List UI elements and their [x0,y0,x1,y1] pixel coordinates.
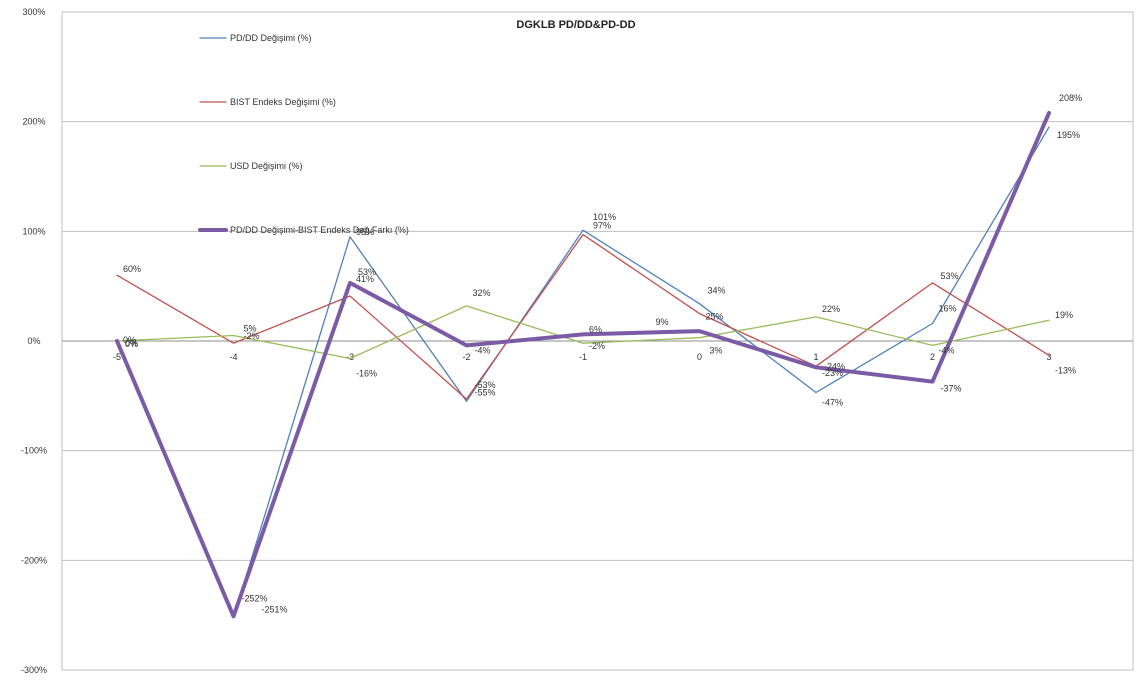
legend-layer: PD/DD Değişimi (%) BIST Endeks Değişimi (… [198,33,409,235]
data-label: -24% [824,361,845,371]
data-label: 5% [244,324,257,334]
data-label: -4% [475,345,491,355]
data-label-layer: 0%-252%95%-55%101%34%-47%16%195%60%-2%41… [123,93,1082,614]
data-label: -4% [939,345,955,355]
data-label: 208% [1059,93,1082,103]
data-label: 53% [941,271,959,281]
data-label: -2% [244,331,260,341]
data-label: 53% [358,267,376,277]
data-label: 22% [822,304,840,314]
axis-layer: 300%200%100%0%-100%-200%-300%-5 -4 -3 -2 -1 0… [21,7,1052,675]
data-label: 6% [589,324,602,334]
data-label: 16% [939,303,957,313]
y-tick-label: 100% [22,226,45,236]
data-label: 0% [125,339,138,349]
y-tick-label: -100% [21,446,47,456]
data-label: 34% [708,286,726,296]
x-tick-label: -1 [579,352,587,362]
series-line-3 [116,305,1050,360]
x-tick-label: -2 [462,352,470,362]
data-label: 25% [706,312,724,322]
data-label: 0% [125,338,138,348]
legend-label: USD Değişimi (%) [230,161,303,171]
data-label: -252% [242,593,268,603]
data-label: -16% [356,369,377,379]
data-label: 0% [123,335,136,345]
data-label: 19% [1055,310,1073,320]
data-label: 3% [710,346,723,356]
data-label: 101% [593,212,616,222]
legend-label: PD/DD Değişimi-BIST Endeks Değ.Farkı (%) [230,225,409,235]
y-tick-label: -200% [21,555,47,565]
data-label: 32% [473,288,491,298]
data-label: -251% [262,604,288,614]
data-label: 41% [356,274,374,284]
data-label: 60% [123,264,141,274]
x-tick-label: 0 [697,352,702,362]
data-label: -23% [822,368,843,378]
y-tick-label: 300% [22,7,45,17]
x-tick-label: -3 [346,352,354,362]
y-tick-label: -300% [21,665,47,675]
series-line-1 [116,126,1050,619]
data-label: -53% [475,380,496,390]
x-tick-label: -4 [229,352,237,362]
y-tick-label: 200% [22,117,45,127]
data-label: 95% [356,227,374,237]
data-label: -47% [822,398,843,408]
data-label: -13% [1055,365,1076,375]
data-label: 195% [1057,130,1080,140]
legend-label: BIST Endeks Değişimi (%) [230,97,336,107]
data-label: -55% [475,387,496,397]
series-line-2 [116,233,1050,400]
y-tick-label: 0% [27,336,40,346]
series-line-4 [115,110,1051,619]
data-label: 97% [593,221,611,231]
data-label: -2% [589,341,605,351]
x-tick-label: 1 [813,352,818,362]
x-tick-label: 2 [930,352,935,362]
legend-label: PD/DD Değişimi (%) [230,33,312,43]
data-label: -37% [941,384,962,394]
series-layer [115,110,1051,619]
x-tick-label: 3 [1046,352,1051,362]
data-label: 9% [656,317,669,327]
x-tick-label: -5 [113,352,121,362]
chart-title: DGKLB PD/DD&PD-DD [516,19,635,31]
